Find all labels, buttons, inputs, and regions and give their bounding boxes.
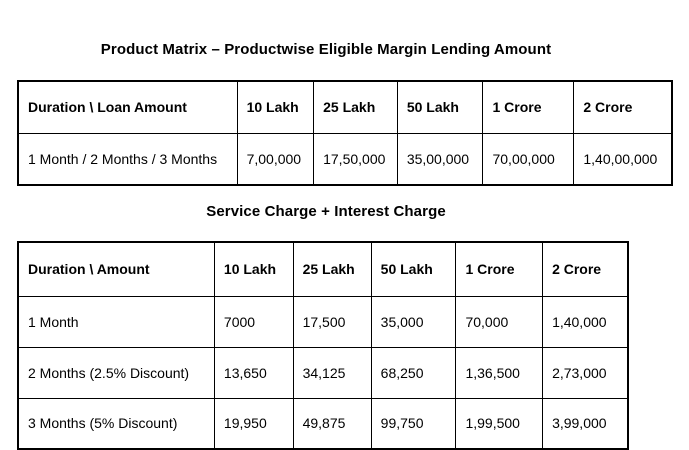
column-header: 10 Lakh	[213, 241, 294, 297]
column-header: 50 Lakh	[370, 241, 457, 297]
column-header: 2 Crore	[542, 241, 629, 297]
row-label-cell: 2 Months (2.5% Discount)	[17, 346, 215, 399]
value-cell: 34,125	[292, 346, 372, 399]
value-cell: 99,750	[370, 397, 457, 450]
column-header: Duration \ Loan Amount	[17, 80, 238, 134]
margin-lending-table: Duration \ Loan Amount 10 Lakh 25 Lakh 50 L…	[17, 80, 673, 186]
service-charge-title: Service Charge + Interest Charge	[206, 203, 446, 220]
value-cell: 1,40,000	[542, 295, 629, 348]
value-cell: 1,40,00,000	[573, 132, 673, 186]
value-cell: 19,950	[213, 397, 294, 450]
value-cell: 35,000	[370, 295, 457, 348]
table-row: 2 Months (2.5% Discount) 13,650 34,125 68,2…	[17, 346, 629, 399]
value-cell: 13,650	[213, 346, 294, 399]
value-cell: 7000	[213, 295, 294, 348]
table-row: 1 Month 7000 17,500 35,000 70,000 1,40,000	[17, 295, 629, 348]
table-header-row: Duration \ Amount 10 Lakh 25 Lakh 50 Lakh 1 …	[17, 241, 629, 297]
value-cell: 3,99,000	[542, 397, 629, 450]
column-header: Duration \ Amount	[17, 241, 215, 297]
column-header: 1 Crore	[455, 241, 544, 297]
value-cell: 17,500	[292, 295, 372, 348]
section-title-wrap: Product Matrix – Productwise Eligible Ma…	[0, 0, 652, 59]
value-cell: 1,36,500	[455, 346, 544, 399]
table-row: 1 Month / 2 Months / 3 Months 7,00,000 17,…	[17, 132, 673, 186]
table-header-row: Duration \ Loan Amount 10 Lakh 25 Lakh 50 L…	[17, 80, 673, 134]
table-row: 3 Months (5% Discount) 19,950 49,875 99,750…	[17, 397, 629, 450]
value-cell: 7,00,000	[236, 132, 315, 186]
value-cell: 49,875	[292, 397, 372, 450]
row-label-cell: 3 Months (5% Discount)	[17, 397, 215, 450]
column-header: 25 Lakh	[292, 241, 372, 297]
value-cell: 2,73,000	[542, 346, 629, 399]
section-title-wrap: Service Charge + Interest Charge	[0, 186, 652, 221]
column-header: 25 Lakh	[313, 80, 398, 134]
value-cell: 68,250	[370, 346, 457, 399]
value-cell: 1,99,500	[455, 397, 544, 450]
value-cell: 70,000	[455, 295, 544, 348]
column-header: 1 Crore	[482, 80, 575, 134]
column-header: 50 Lakh	[396, 80, 484, 134]
product-matrix-title: Product Matrix – Productwise Eligible Ma…	[100, 41, 552, 58]
row-label-cell: 1 Month / 2 Months / 3 Months	[17, 132, 238, 186]
value-cell: 17,50,000	[313, 132, 398, 186]
value-cell: 35,00,000	[396, 132, 484, 186]
row-label-cell: 1 Month	[17, 295, 215, 348]
column-header: 2 Crore	[573, 80, 673, 134]
column-header: 10 Lakh	[236, 80, 315, 134]
value-cell: 70,00,000	[482, 132, 575, 186]
service-charge-table: Duration \ Amount 10 Lakh 25 Lakh 50 Lakh 1 …	[17, 241, 629, 450]
